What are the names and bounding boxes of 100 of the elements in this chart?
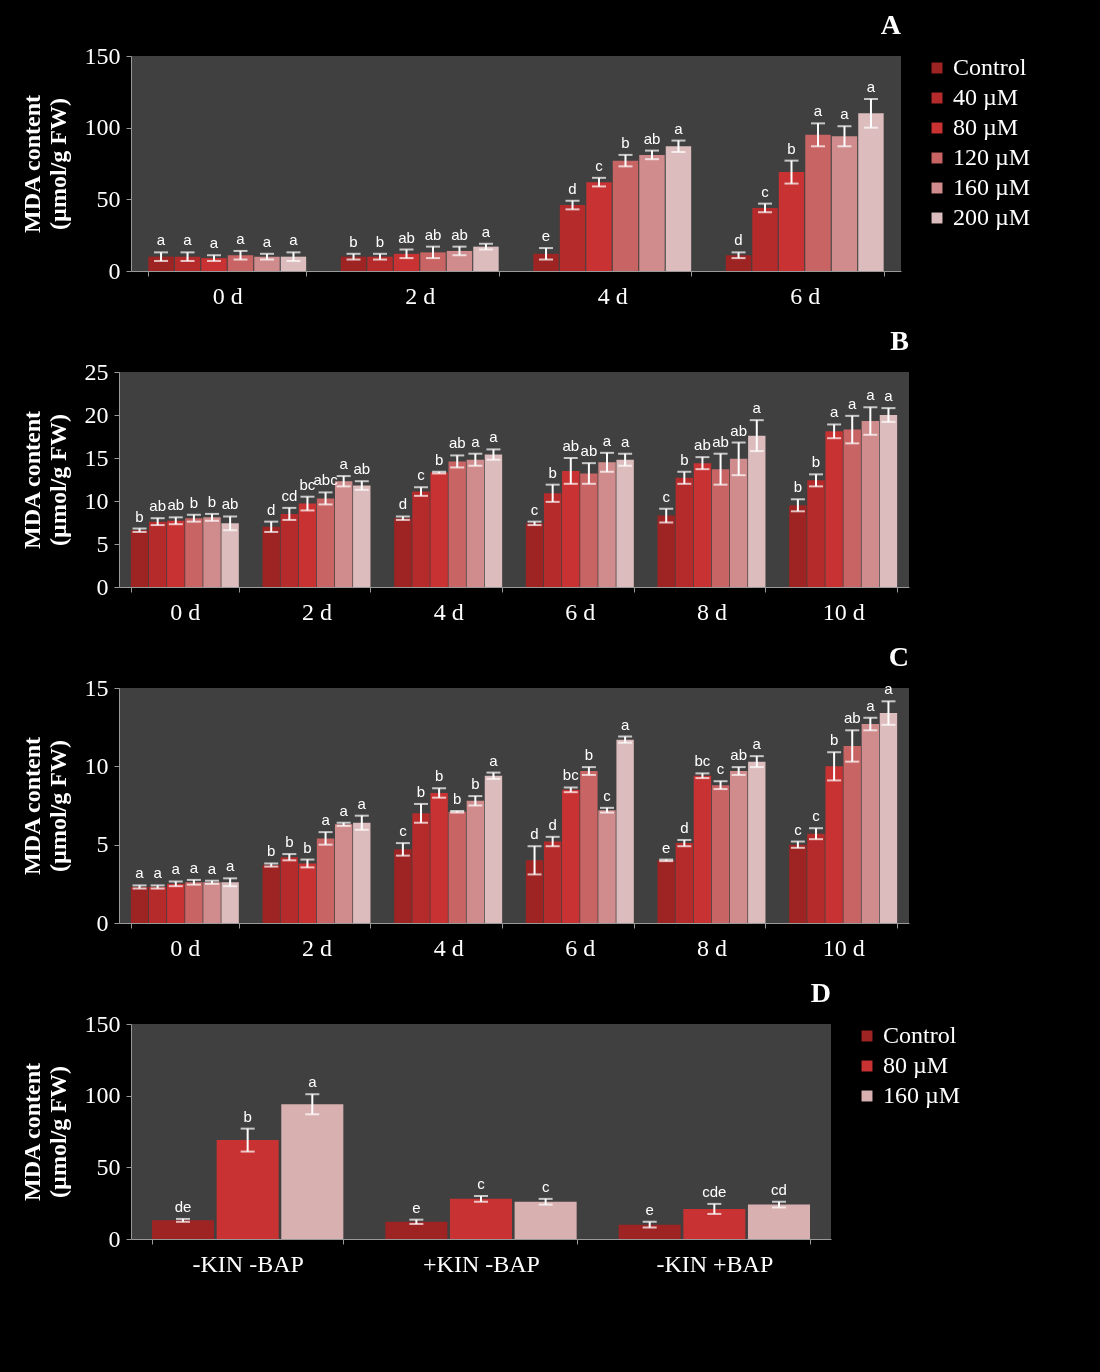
data-label: c <box>603 786 612 804</box>
bar <box>203 882 221 923</box>
legend-label: 80 µM <box>883 1052 949 1078</box>
bar <box>262 865 280 923</box>
bar <box>807 833 825 923</box>
bar <box>221 523 239 587</box>
data-label: c <box>530 500 539 518</box>
bar <box>262 526 280 587</box>
data-label: a <box>183 231 193 249</box>
y-tick-label: 5 <box>96 831 109 858</box>
data-label: b <box>453 789 462 807</box>
bar <box>711 469 730 587</box>
data-label: a <box>813 102 823 120</box>
bar <box>353 822 371 923</box>
data-label: a <box>171 860 181 878</box>
data-label: bc <box>694 752 711 770</box>
bar <box>748 435 766 587</box>
y-axis-title: MDA content (µmol/g FW) <box>18 95 71 233</box>
y-tick-label: 5 <box>96 530 109 557</box>
data-label: a <box>602 431 612 449</box>
legend-label: 160 µM <box>953 174 1031 200</box>
bar <box>449 1198 513 1239</box>
data-label: a <box>357 794 367 812</box>
x-tick-label: 0 d <box>170 934 201 961</box>
x-tick-label: 10 d <box>822 598 865 625</box>
data-label: e <box>645 1200 654 1218</box>
bar <box>394 849 412 923</box>
bar <box>858 113 884 271</box>
data-label: c <box>399 822 408 840</box>
bar <box>843 745 861 923</box>
data-label: ab <box>730 746 748 764</box>
data-label: b <box>621 133 630 151</box>
bar <box>130 886 149 923</box>
data-label: a <box>866 386 876 404</box>
bar <box>448 811 466 923</box>
data-label: a <box>674 119 684 137</box>
bar <box>831 136 858 271</box>
data-label: c <box>812 807 821 825</box>
data-label: d <box>548 815 557 833</box>
bar <box>525 860 544 923</box>
data-label: b <box>243 1107 252 1125</box>
data-label: ab <box>448 434 466 452</box>
data-label: a <box>262 232 272 250</box>
x-tick-label: 2 d <box>302 598 332 625</box>
data-label: e <box>662 838 671 856</box>
data-label: cde <box>702 1182 727 1200</box>
data-label: a <box>189 858 199 876</box>
data-label: a <box>620 432 630 450</box>
bar <box>543 493 562 587</box>
x-tick-label: 2 d <box>405 282 436 309</box>
data-label: b <box>811 453 821 471</box>
chart-title: D <box>810 977 831 1008</box>
data-label: a <box>840 105 850 123</box>
bar <box>747 1204 810 1239</box>
bar <box>586 182 612 271</box>
data-label: a <box>884 680 894 698</box>
x-tick-label: 8 d <box>697 598 727 625</box>
x-tick-label: 6 d <box>565 934 596 961</box>
bar <box>316 498 335 587</box>
data-label: c <box>417 466 426 484</box>
data-label: a <box>866 696 876 714</box>
data-label: a <box>236 229 246 247</box>
chart-title: A <box>880 9 902 40</box>
y-tick-label: 0 <box>96 573 109 600</box>
data-label: e <box>412 1198 421 1216</box>
data-label: d <box>267 500 276 518</box>
x-tick-label: 4 d <box>597 282 628 309</box>
bar <box>665 146 692 271</box>
bar <box>789 505 807 587</box>
data-label: b <box>793 478 803 496</box>
y-tick-label: 100 <box>84 114 121 141</box>
data-label: c <box>595 156 604 174</box>
data-label: a <box>481 222 491 240</box>
data-label: ab <box>643 129 661 147</box>
data-label: b <box>207 492 217 510</box>
y-tick-label: 0 <box>108 257 121 284</box>
data-label: cd <box>771 1180 787 1198</box>
bar <box>148 886 167 923</box>
data-label: d <box>398 495 408 513</box>
y-tick-label: 0 <box>108 1225 121 1252</box>
y-tick-label: 25 <box>84 358 109 385</box>
bar <box>412 813 430 923</box>
data-label: a <box>308 1073 318 1091</box>
data-label: c <box>716 760 725 778</box>
legend-label: 160 µM <box>883 1082 961 1108</box>
data-label: a <box>752 735 762 753</box>
data-label: b <box>303 838 312 856</box>
bar <box>729 458 748 587</box>
legend-label: Control <box>883 1022 957 1048</box>
y-tick-label: 0 <box>96 909 109 936</box>
data-label: d <box>530 825 539 843</box>
x-tick-label: 0 d <box>212 282 243 309</box>
legend-label: 200 µM <box>953 204 1031 230</box>
x-tick-label: +KIN -BAP <box>423 1250 540 1277</box>
data-label: ab <box>167 496 185 514</box>
y-tick-label: 10 <box>84 487 109 514</box>
bar <box>543 841 562 923</box>
data-label: a <box>207 859 217 877</box>
data-label: de <box>174 1197 192 1215</box>
data-label: a <box>620 715 630 733</box>
